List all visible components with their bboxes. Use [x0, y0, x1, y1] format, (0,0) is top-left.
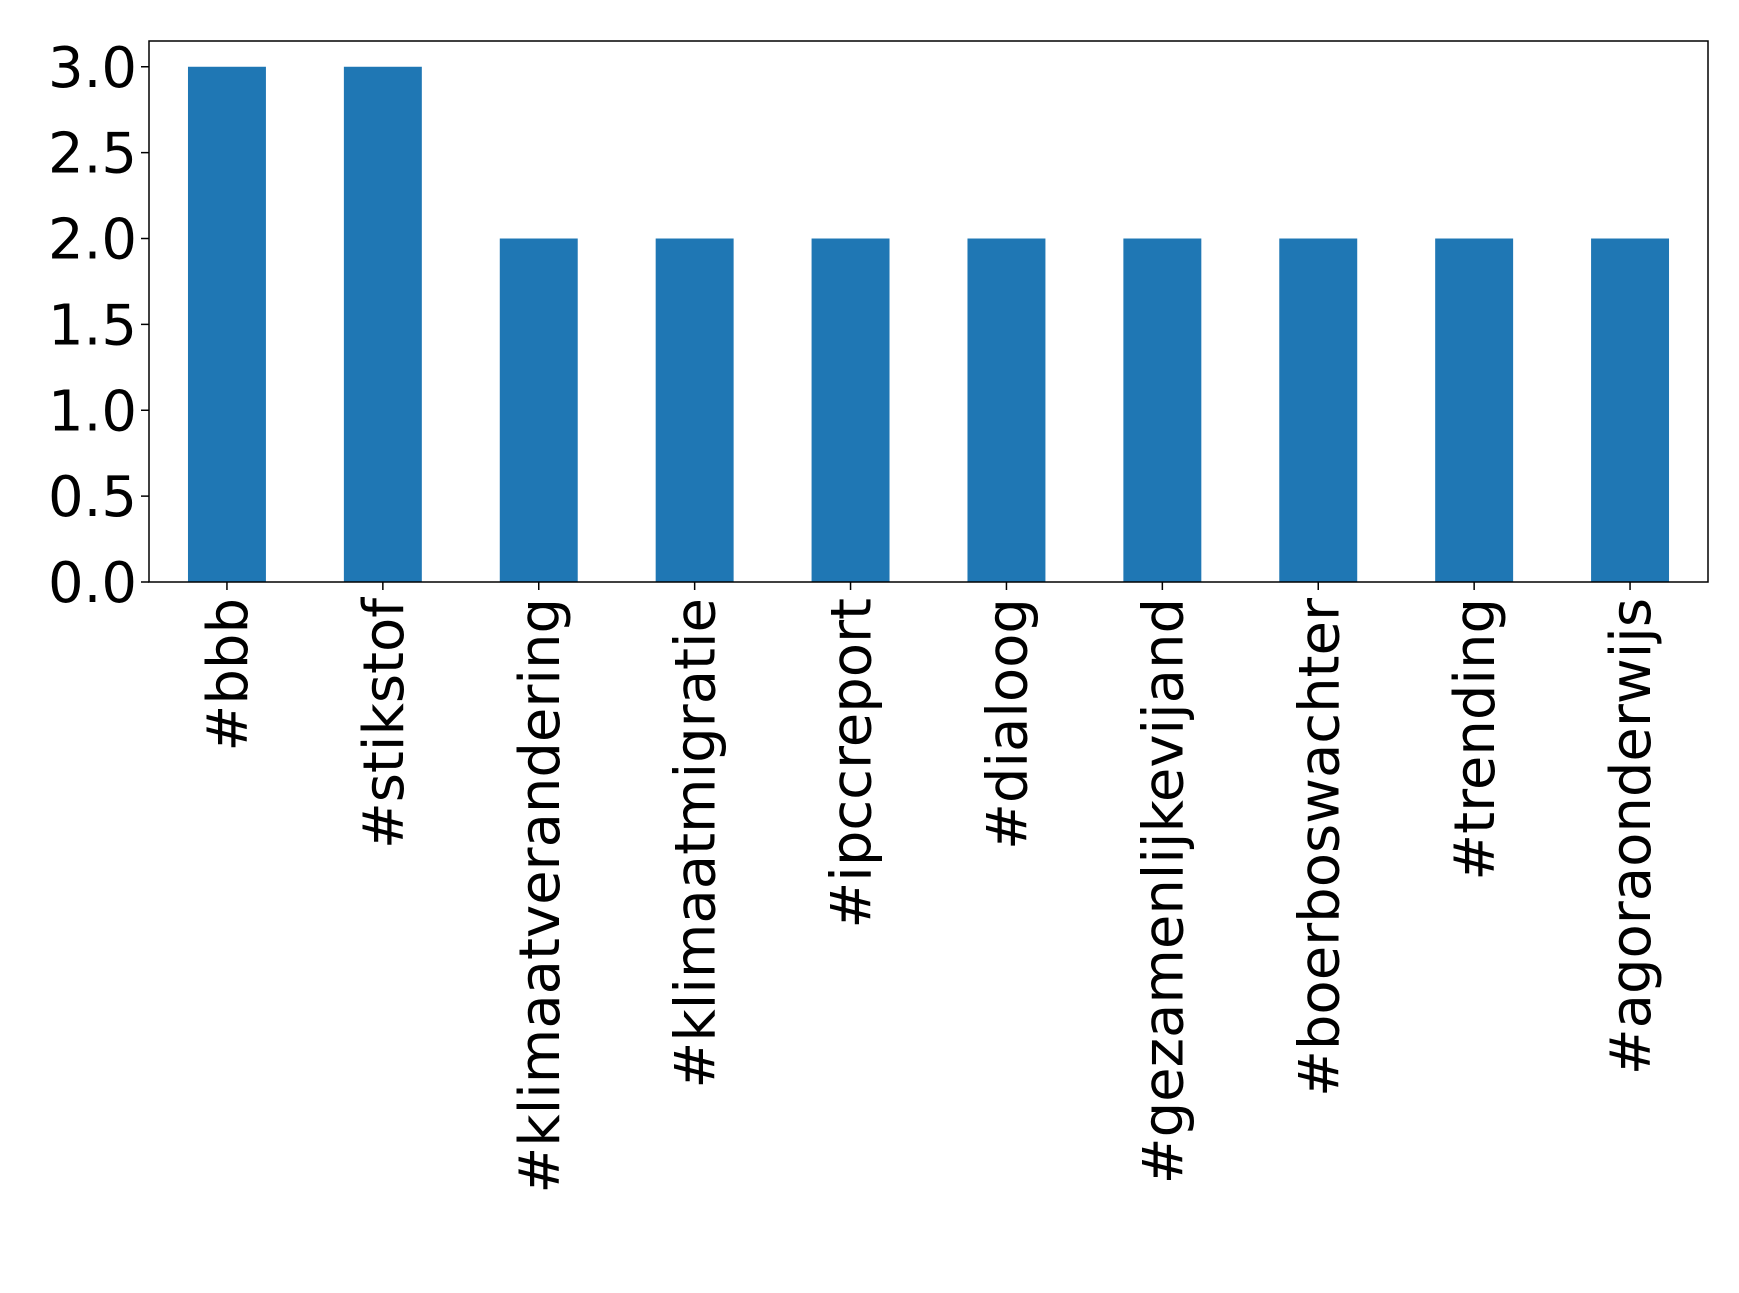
x-tick-label: #klimaatmigratie [664, 598, 729, 1089]
x-tick-label: #dialoog [975, 598, 1040, 850]
x-tick-label: #trending [1443, 598, 1508, 881]
y-tick-label: 2.5 [48, 122, 137, 187]
x-tick-label: #bbb [196, 598, 261, 752]
y-tick-label: 3.0 [48, 36, 137, 101]
y-tick-label: 1.5 [48, 293, 137, 358]
x-tick-label: #ipccreport [820, 598, 885, 929]
x-tick-label: #boerboswachter [1287, 597, 1352, 1097]
y-tick-label: 1.0 [48, 379, 137, 444]
y-tick-label: 0.5 [48, 465, 137, 530]
bar [343, 66, 422, 582]
bar [499, 238, 578, 582]
x-tick-label: #stikstof [352, 597, 417, 849]
bar [655, 238, 734, 582]
bar [1123, 238, 1202, 582]
bar [1591, 238, 1670, 582]
x-tick-label: #agoraonderwijs [1599, 598, 1664, 1075]
y-tick-label: 2.0 [48, 208, 137, 273]
bar [1279, 238, 1358, 582]
bar [811, 238, 890, 582]
bar [967, 238, 1046, 582]
plot-frame [148, 40, 1709, 583]
bar [187, 66, 266, 582]
y-tick-label: 0.0 [48, 551, 137, 616]
x-tick-label: #klimaatverandering [508, 598, 573, 1194]
x-tick-label: #gezamenlijkevijand [1131, 598, 1196, 1184]
bar [1435, 238, 1514, 582]
